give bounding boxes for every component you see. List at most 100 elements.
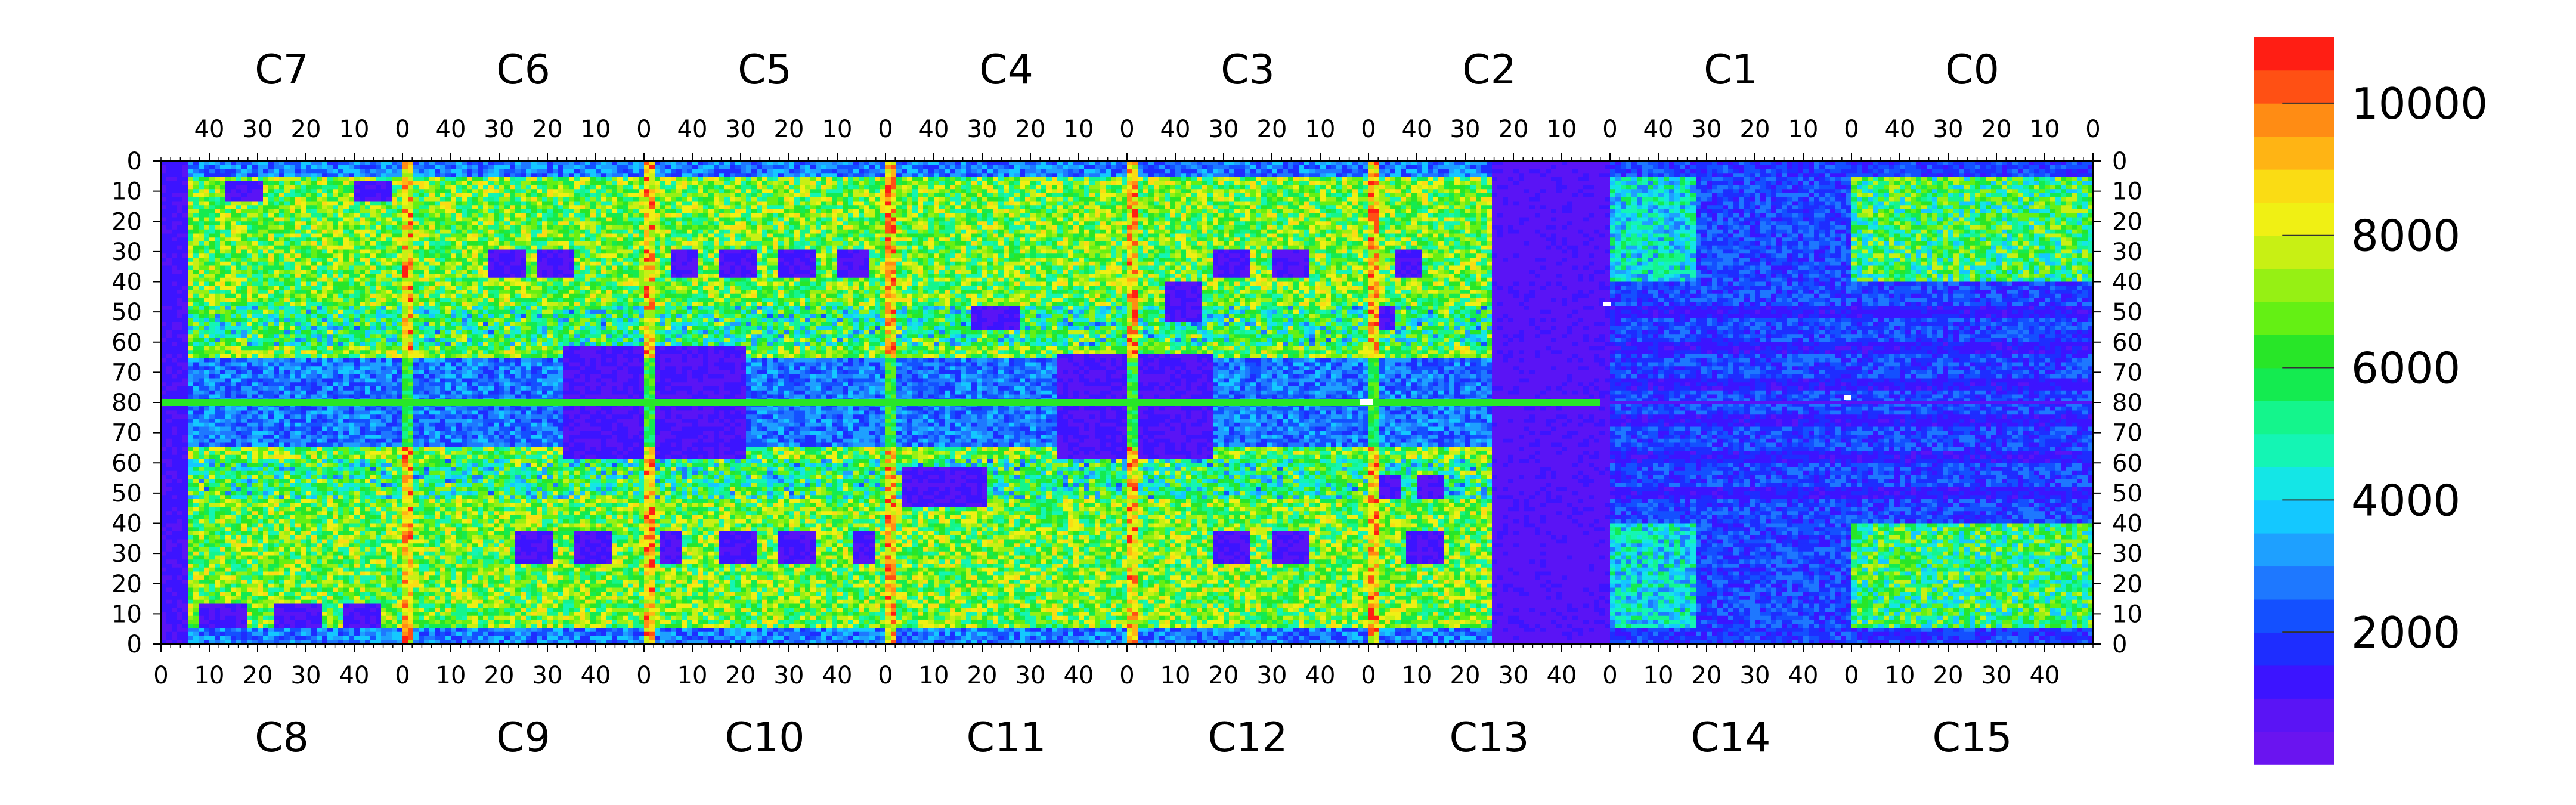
heatmap-cell: [1551, 161, 1557, 165]
heatmap-cell: [665, 181, 671, 185]
heatmap-cell: [1068, 165, 1074, 169]
heatmap-cell: [1143, 169, 1149, 174]
heatmap-cell: [199, 169, 205, 174]
heatmap-cell: [1927, 181, 1933, 185]
heatmap-cell: [1122, 177, 1128, 181]
heatmap-cell: [1428, 177, 1433, 181]
heatmap-cell: [676, 161, 682, 165]
heatmap-cell: [1583, 181, 1589, 185]
heatmap-cell: [1964, 181, 1970, 185]
heatmap-cell: [1760, 161, 1766, 165]
heatmap-cell: [810, 165, 816, 169]
heatmap-cell: [1712, 173, 1718, 177]
heatmap-cell: [644, 173, 650, 177]
heatmap-cell: [1996, 169, 2002, 174]
heatmap-cell: [993, 161, 999, 165]
heatmap-cell: [1234, 161, 1240, 165]
heatmap-cell: [478, 177, 484, 181]
heatmap-cell: [1830, 173, 1836, 177]
heatmap-cell: [1964, 169, 1970, 174]
heatmap-cell: [1905, 169, 1911, 174]
heatmap-cell: [767, 161, 773, 165]
heatmap-cell: [724, 169, 730, 174]
heatmap-cell: [2039, 173, 2045, 177]
heatmap-cell: [209, 173, 215, 177]
heatmap-cell: [1320, 169, 1326, 174]
heatmap-cell: [1041, 185, 1047, 190]
heatmap-cell: [660, 177, 666, 181]
heatmap-cell: [660, 165, 666, 169]
heatmap-cell: [826, 169, 832, 174]
heatmap-cell: [1181, 165, 1187, 169]
heatmap-cell: [1267, 161, 1272, 165]
heatmap-cell: [381, 161, 387, 165]
heatmap-cell: [719, 185, 725, 190]
heatmap-cell: [1567, 173, 1573, 177]
heatmap-cell: [510, 185, 516, 190]
heatmap-cell: [848, 165, 854, 169]
heatmap-cell: [558, 185, 564, 190]
heatmap-cell: [1852, 165, 1857, 169]
heatmap-cell: [231, 185, 237, 190]
heatmap-cell: [1406, 165, 1412, 169]
heatmap-cell: [778, 169, 784, 174]
heatmap-cell: [413, 173, 419, 177]
heatmap-cell: [553, 169, 559, 174]
heatmap-cell: [290, 185, 296, 190]
heatmap-cell: [1648, 169, 1654, 174]
heatmap-cell: [360, 169, 366, 174]
heatmap-cell: [440, 177, 446, 181]
heatmap-cell: [1138, 161, 1144, 165]
heatmap-cell: [649, 161, 655, 165]
heatmap-cell: [757, 173, 763, 177]
heatmap-cell: [2029, 169, 2035, 174]
heatmap-cell: [1100, 165, 1106, 169]
heatmap-cell: [1750, 161, 1755, 165]
heatmap-cell: [1873, 181, 1879, 185]
heatmap-cell: [1621, 177, 1627, 181]
heatmap-cell: [1095, 169, 1101, 174]
heatmap-cell: [2007, 161, 2013, 165]
heatmap-cell: [478, 169, 484, 174]
heatmap-cell: [1610, 161, 1616, 165]
heatmap-cell: [1116, 173, 1122, 177]
heatmap-cell: [1143, 165, 1149, 169]
heatmap-cell: [961, 185, 967, 190]
heatmap-cell: [703, 181, 709, 185]
heatmap-cell: [993, 185, 999, 190]
heatmap-cell: [1862, 161, 1868, 165]
heatmap-cell: [1948, 181, 1954, 185]
heatmap-cell: [628, 165, 634, 169]
heatmap-cell: [365, 185, 371, 190]
heatmap-cell: [499, 161, 505, 165]
heatmap-cell: [1648, 173, 1654, 177]
heatmap-cell: [1068, 185, 1074, 190]
heatmap-cell: [907, 173, 913, 177]
heatmap-cell: [1846, 165, 1852, 169]
heatmap-cell: [445, 169, 451, 174]
heatmap-cell: [1202, 161, 1208, 165]
heatmap-cell: [1970, 177, 1976, 181]
heatmap-cell: [724, 181, 730, 185]
heatmap-cell: [1073, 177, 1079, 181]
heatmap-cell: [1841, 169, 1847, 174]
heatmap-cell: [708, 165, 714, 169]
heatmap-cell: [504, 169, 510, 174]
heatmap-cell: [1057, 177, 1063, 181]
heatmap-cell: [741, 177, 747, 181]
heatmap-cell: [451, 161, 457, 165]
heatmap-cell: [494, 173, 500, 177]
heatmap-cell: [1519, 169, 1525, 174]
heatmap-cell: [1975, 177, 1981, 181]
heatmap-cell: [891, 181, 897, 185]
heatmap-cell: [1079, 169, 1085, 174]
heatmap-cell: [1046, 169, 1052, 174]
heatmap-cell: [445, 181, 451, 185]
heatmap-cell: [193, 181, 199, 185]
heatmap-cell: [365, 173, 371, 177]
heatmap-cell: [875, 161, 881, 165]
heatmap-cell: [515, 173, 521, 177]
heatmap-cell: [1846, 177, 1852, 181]
heatmap-cell: [1776, 165, 1782, 169]
heatmap-cell: [1154, 165, 1160, 169]
